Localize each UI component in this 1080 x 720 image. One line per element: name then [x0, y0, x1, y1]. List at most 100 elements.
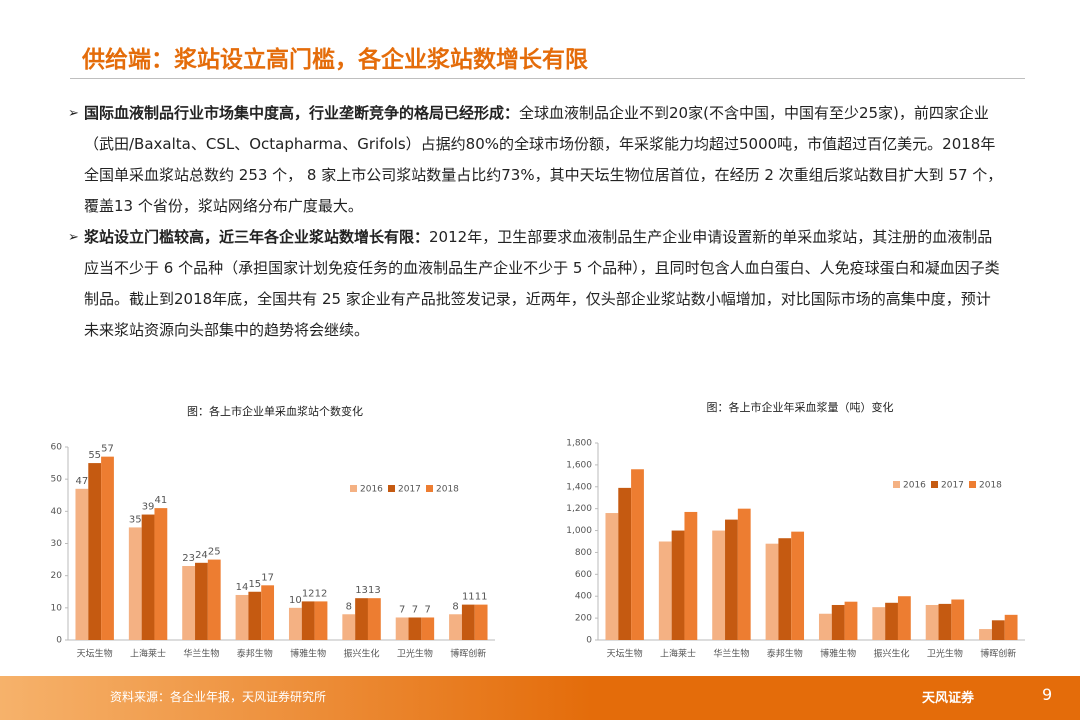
data-label: 7: [425, 604, 431, 615]
legend-swatch: [893, 481, 900, 488]
data-label: 8: [452, 601, 458, 612]
bar: [248, 591, 262, 640]
data-label: 39: [142, 502, 155, 513]
bar: [671, 530, 685, 640]
bullet: 国际血液制品行业市场集中度高，行业垄断竞争的格局已经形成：全球血液制品企业不到2…: [68, 98, 1003, 222]
x-tick-label: 振兴生化: [874, 648, 910, 660]
x-tick-label: 天坛生物: [77, 648, 113, 660]
footer-bar: [0, 676, 1080, 720]
bar: [474, 604, 488, 640]
y-tick-label: 0: [56, 636, 62, 646]
bar: [261, 585, 275, 640]
y-tick-label: 1,200: [566, 504, 592, 514]
title-rule: [70, 78, 1025, 79]
x-tick-label: 博雅生物: [820, 648, 856, 660]
bar: [1004, 614, 1018, 640]
bar: [101, 456, 114, 640]
data-label: 12: [302, 588, 315, 599]
y-tick-label: 40: [51, 507, 63, 517]
y-tick-label: 1,600: [566, 460, 592, 470]
data-label: 25: [208, 547, 221, 558]
y-tick-label: 800: [575, 548, 592, 558]
y-tick-label: 400: [575, 592, 592, 602]
bar: [421, 617, 435, 640]
source: 资料来源：各企业年报，天风证券研究所: [110, 690, 327, 704]
legend-label: 2016: [903, 481, 926, 491]
y-tick-label: 1,000: [566, 526, 592, 536]
legend-swatch: [969, 481, 976, 488]
page-number: 9: [1042, 685, 1053, 704]
slide-title: 供给端：浆站设立高门槛，各企业浆站数增长有限: [82, 47, 588, 73]
x-tick-label: 上海莱士: [660, 648, 696, 660]
data-label: 10: [289, 595, 302, 606]
legend-label: 2017: [398, 485, 421, 495]
bar: [979, 629, 992, 640]
bar: [765, 543, 779, 640]
bar: [658, 541, 672, 640]
legend-swatch: [426, 485, 433, 492]
x-tick-label: 天坛生物: [607, 648, 643, 660]
bar: [88, 463, 102, 640]
bar: [395, 617, 409, 640]
bar: [449, 614, 462, 640]
x-tick-label: 泰邦生物: [237, 648, 273, 660]
legend-label: 2017: [941, 481, 964, 491]
legend-label: 2018: [436, 485, 459, 495]
bar: [925, 604, 939, 640]
data-label: 11: [475, 592, 488, 603]
bar: [605, 513, 619, 640]
x-tick-label: 博晖创新: [980, 648, 1016, 660]
legend-swatch: [388, 485, 395, 492]
x-tick-label: 卫光生物: [397, 648, 433, 660]
bar: [897, 596, 911, 640]
y-tick-label: 50: [51, 475, 63, 485]
bar: [618, 487, 632, 640]
bullet-text: 全球血液制品企业不到20家(不含中国，中国有至少25家)，前四家企业（武田/Ba…: [84, 104, 1003, 215]
x-tick-label: 华兰生物: [713, 648, 749, 660]
bar: [938, 603, 952, 640]
x-tick-label: 卫光生物: [927, 648, 963, 660]
y-tick-label: 200: [575, 614, 592, 624]
legend-label: 2016: [360, 485, 383, 495]
x-tick-label: 振兴生化: [344, 648, 380, 660]
bar: [141, 514, 155, 640]
x-tick-label: 博晖创新: [450, 648, 486, 660]
bar: [75, 488, 89, 640]
bar: [844, 601, 858, 640]
y-tick-label: 0: [586, 636, 592, 646]
bar: [461, 604, 475, 640]
bar: [355, 598, 368, 640]
x-tick-label: 泰邦生物: [767, 648, 803, 660]
bar: [791, 531, 805, 640]
data-label: 24: [195, 550, 208, 561]
legend-swatch: [931, 481, 938, 488]
bar: [288, 607, 302, 640]
bar: [314, 601, 328, 640]
bar: [872, 607, 886, 640]
bar: [818, 613, 832, 640]
legend-label: 2018: [979, 481, 1002, 491]
y-tick-label: 1,800: [566, 439, 592, 449]
bar: [778, 538, 792, 640]
x-tick-label: 华兰生物: [183, 648, 219, 660]
data-label: 12: [315, 588, 328, 599]
data-label: 17: [261, 572, 274, 583]
bullet-lead: 浆站设立门槛较高，近三年各企业浆站数增长有限：: [84, 228, 430, 246]
data-label: 14: [236, 582, 249, 593]
bar: [301, 601, 315, 640]
x-tick-label: 博雅生物: [290, 648, 326, 660]
bullet: 浆站设立门槛较高，近三年各企业浆站数增长有限：2012年，卫生部要求血液制品生产…: [68, 222, 1003, 346]
bullets: 国际血液制品行业市场集中度高，行业垄断竞争的格局已经形成：全球血液制品企业不到2…: [68, 98, 1003, 346]
bar: [235, 594, 249, 640]
bar: [128, 527, 142, 640]
bar: [207, 559, 221, 640]
data-label: 47: [76, 476, 89, 487]
data-label: 15: [248, 579, 261, 590]
data-label: 13: [368, 585, 381, 596]
legend-swatch: [350, 485, 357, 492]
bar: [182, 566, 196, 640]
data-label: 13: [355, 585, 368, 596]
logo: 天风证券: [922, 691, 975, 706]
